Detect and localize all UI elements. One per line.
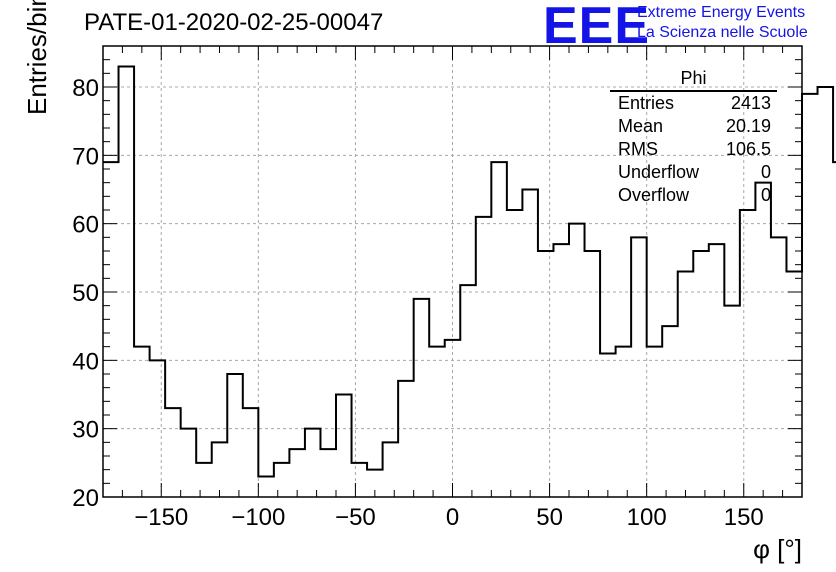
histogram-bin	[740, 210, 756, 497]
logo-text: Extreme Energy Events La Scienza nelle S…	[637, 3, 808, 43]
histogram-bin	[134, 347, 150, 497]
histogram-bin	[289, 449, 305, 497]
stats-box: Phi Entries 2413 Mean 20.19 RMS 106.5 Un…	[610, 68, 777, 207]
y-tick-label: 80	[72, 75, 99, 102]
stats-label: Mean	[618, 116, 664, 136]
histogram-bin	[274, 463, 290, 497]
histogram-bin	[771, 237, 787, 497]
histogram-bin	[709, 244, 725, 497]
stats-row-mean: Mean 20.19	[610, 115, 777, 138]
histogram-bin	[258, 477, 274, 498]
histogram-bin	[647, 347, 663, 497]
stats-value: 0	[760, 162, 771, 182]
x-axis-label: φ [°]	[753, 534, 802, 564]
histogram-bin	[802, 94, 818, 497]
histogram-bin	[616, 347, 632, 497]
stats-row-entries: Entries 2413	[610, 92, 777, 115]
x-tick-label: −150	[134, 504, 188, 531]
histogram-bin	[383, 442, 399, 497]
histogram-bin	[227, 374, 243, 497]
x-tick-label: 150	[724, 504, 764, 531]
histogram-bin	[429, 347, 445, 497]
histogram-bin	[631, 237, 647, 497]
histogram-bin	[212, 442, 228, 497]
histogram-bin	[320, 449, 336, 497]
histogram-bin	[352, 463, 368, 497]
histogram-bin	[181, 429, 197, 497]
histogram-bin	[678, 272, 694, 498]
stats-label: Overflow	[618, 185, 690, 205]
y-tick-label: 40	[72, 348, 99, 375]
histogram-bin	[724, 306, 740, 497]
histogram-bin	[538, 251, 554, 497]
histogram-bin	[336, 395, 352, 498]
histogram-bin	[398, 381, 414, 497]
histogram-bin	[305, 429, 321, 497]
histogram-bin	[196, 463, 212, 497]
y-tick-label: 20	[72, 485, 99, 512]
stats-value: 2413	[730, 93, 771, 113]
eee-logo: EEE	[543, 0, 651, 55]
y-tick-label: 70	[72, 143, 99, 170]
y-tick-label: 50	[72, 280, 99, 307]
histogram-bin	[414, 299, 430, 497]
histogram-bin	[507, 210, 523, 497]
chart-title: PATE-01-2020-02-25-00047	[84, 9, 384, 36]
axis-ticks: −150 −100 −50 0 50 100 150 20 30 40 50 60 70 80	[72, 45, 802, 531]
histogram-bin	[491, 162, 507, 497]
histogram-bin	[755, 183, 771, 497]
stats-row-rms: RMS 106.5	[610, 138, 777, 161]
histogram-bin	[585, 251, 601, 497]
stats-title: Phi	[610, 68, 777, 92]
x-tick-label: 100	[627, 504, 667, 531]
histogram-bin	[119, 67, 135, 498]
y-axis-label: Entries/bin	[22, 0, 52, 115]
stats-value: 20.19	[725, 116, 771, 136]
x-tick-label: −100	[231, 504, 285, 531]
histogram-bin	[522, 190, 538, 498]
histogram-bin	[445, 340, 461, 497]
stats-value: 0	[760, 185, 771, 205]
stats-row-underflow: Underflow 0	[610, 161, 777, 184]
stats-label: Underflow	[618, 162, 700, 182]
histogram-outline	[103, 65, 836, 478]
histogram-bars	[103, 65, 836, 498]
y-tick-label: 60	[72, 212, 99, 239]
histogram-bin	[553, 244, 569, 497]
histogram-bin	[662, 326, 678, 497]
histogram-bin	[569, 224, 585, 497]
histogram-bin	[165, 408, 181, 497]
histogram-bin	[693, 251, 709, 497]
histogram-bin	[460, 285, 476, 497]
grid-lines	[103, 46, 802, 497]
histogram-bin	[476, 217, 492, 497]
y-tick-label: 30	[72, 417, 99, 444]
stats-value: 106.5	[725, 139, 771, 159]
histogram-bin	[150, 360, 166, 497]
x-tick-label: 0	[446, 504, 459, 531]
histogram-bin	[103, 162, 119, 497]
logo-line-2: La Scienza nelle Scuole	[637, 24, 808, 41]
histogram-bin	[600, 354, 616, 498]
x-tick-label: 50	[536, 504, 563, 531]
stats-row-overflow: Overflow 0	[610, 184, 777, 207]
histogram-bin	[818, 87, 834, 497]
x-tick-label: −50	[335, 504, 376, 531]
histogram-bin	[243, 408, 259, 497]
stats-label: Entries	[618, 93, 675, 113]
stats-label: RMS	[618, 139, 658, 159]
logo-line-1: Extreme Energy Events	[637, 4, 806, 21]
